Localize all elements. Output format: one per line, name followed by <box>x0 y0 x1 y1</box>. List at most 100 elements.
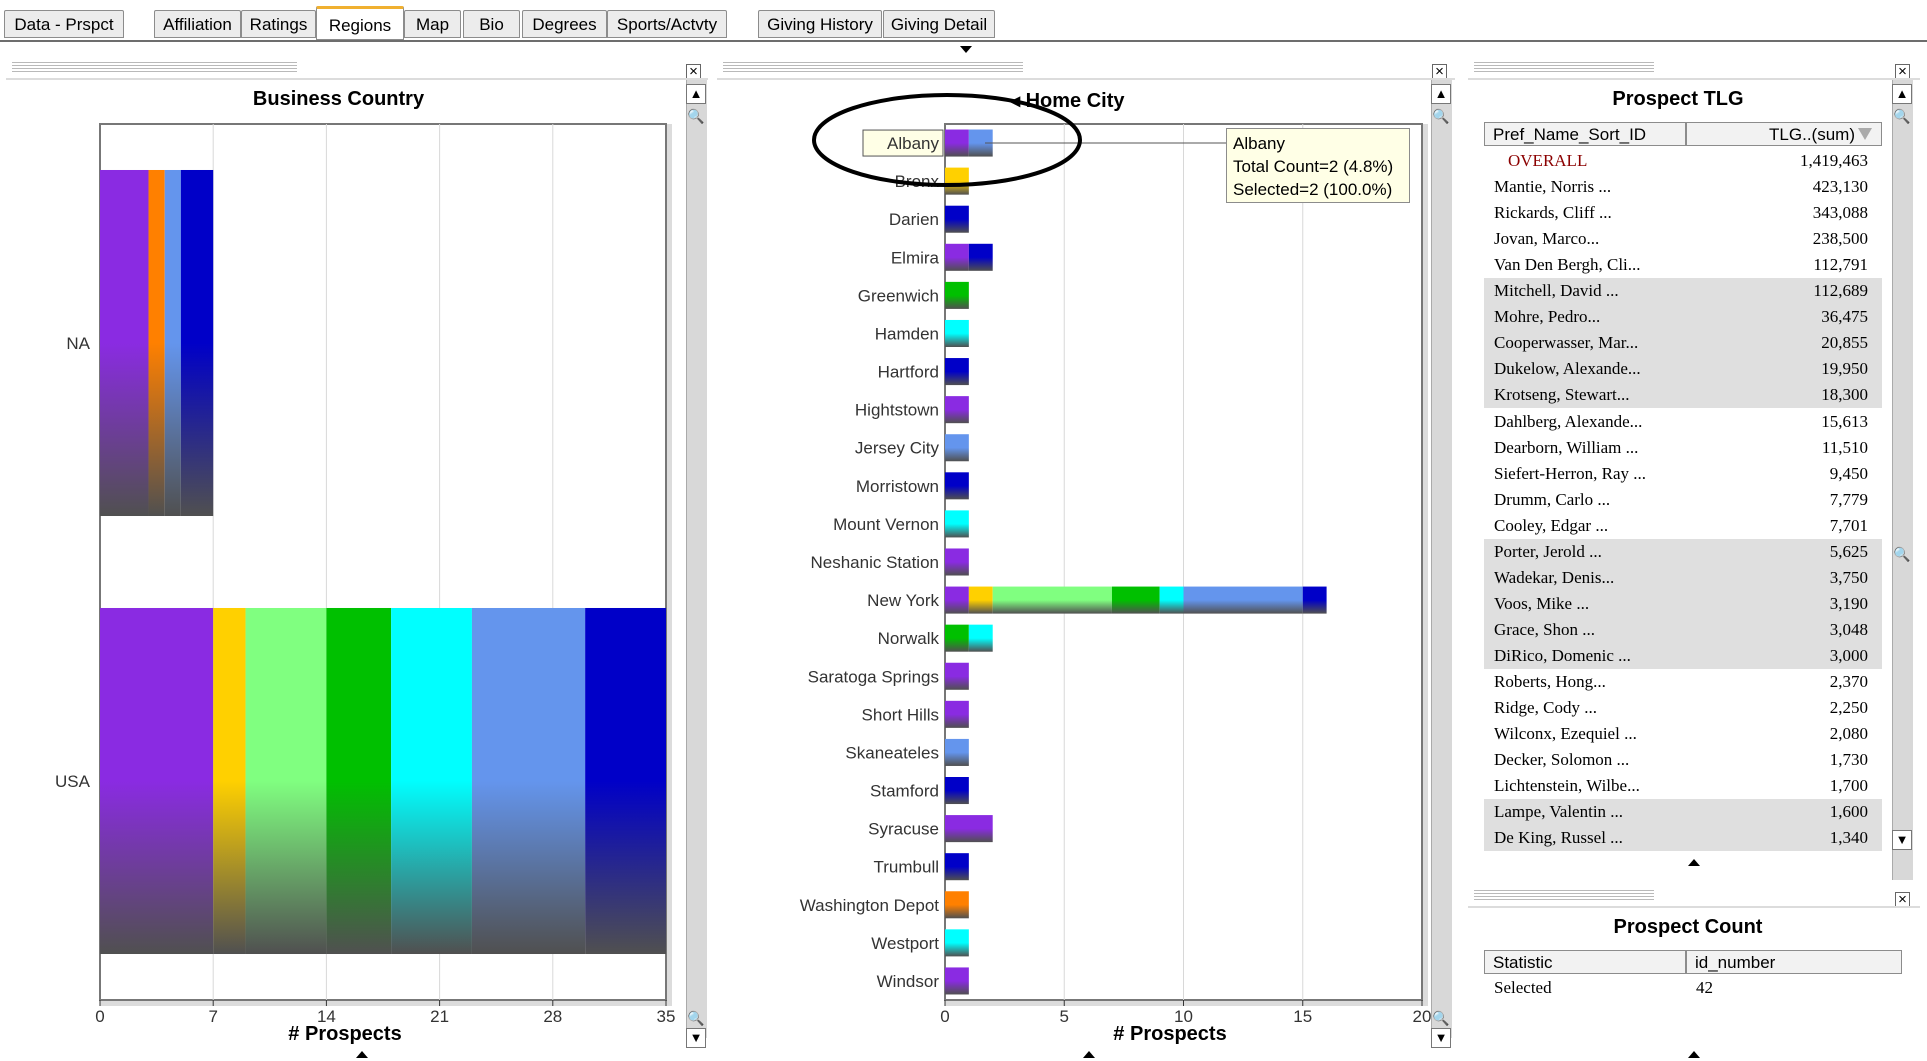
bar-segment[interactable] <box>945 129 969 157</box>
close-icon[interactable]: × <box>1895 892 1910 907</box>
zoom-icon[interactable]: 🔍 <box>1432 108 1450 124</box>
bar-segment[interactable] <box>945 472 969 500</box>
table-row[interactable]: Drumm, Carlo ... 7,779 <box>1484 487 1882 513</box>
sort-desc-icon[interactable] <box>1858 128 1872 140</box>
bar-segment[interactable] <box>945 167 969 195</box>
tab-degrees[interactable]: Degrees <box>522 10 607 38</box>
bar-segment[interactable] <box>968 243 993 271</box>
table-row[interactable]: Lampe, Valentin ... 1,600 <box>1484 799 1882 826</box>
bar-segment[interactable] <box>213 607 246 955</box>
resize-handle-icon[interactable] <box>1688 859 1700 866</box>
panel-drag-handle[interactable] <box>1474 890 1654 900</box>
bar-segment[interactable] <box>992 586 1112 614</box>
table-row[interactable]: Dearborn, William ... 11,510 <box>1484 435 1882 461</box>
bar-segment[interactable] <box>1111 586 1160 614</box>
table-row[interactable]: Krotseng, Stewart... 18,300 <box>1484 382 1882 409</box>
panel-drag-handle[interactable] <box>1474 62 1654 72</box>
resize-handle-icon[interactable] <box>1688 1051 1700 1058</box>
bar-segment[interactable] <box>945 319 969 347</box>
table-row[interactable]: Mohre, Pedro... 36,475 <box>1484 304 1882 331</box>
zoom-icon[interactable]: 🔍 <box>1432 1010 1450 1026</box>
scroll-up-button[interactable]: ▲ <box>1431 84 1451 104</box>
scroll-up-button[interactable]: ▲ <box>1892 84 1912 104</box>
zoom-icon[interactable]: 🔍 <box>687 108 705 124</box>
table-row[interactable]: DiRico, Domenic ... 3,000 <box>1484 642 1882 669</box>
bar-segment[interactable] <box>326 607 392 955</box>
bar-segment[interactable] <box>100 169 149 517</box>
table-row[interactable]: Dukelow, Alexande... 19,950 <box>1484 356 1882 383</box>
table-row[interactable]: Rickards, Cliff ... 343,088 <box>1484 200 1882 226</box>
table-row[interactable]: Dahlberg, Alexande... 15,613 <box>1484 409 1882 435</box>
bar-segment[interactable] <box>245 607 327 955</box>
table-row[interactable]: De King, Russel ... 1,340 <box>1484 825 1882 852</box>
bar-segment[interactable] <box>945 891 969 919</box>
close-icon[interactable]: × <box>686 64 701 79</box>
column-header-tlg-sum[interactable]: TLG..(sum) <box>1686 122 1882 146</box>
bar-segment[interactable] <box>471 607 586 955</box>
column-header-name[interactable]: Pref_Name_Sort_ID <box>1484 122 1686 146</box>
table-row[interactable]: Cooperwasser, Mar... 20,855 <box>1484 330 1882 357</box>
column-header-id-number[interactable]: id_number <box>1686 950 1902 974</box>
table-row[interactable]: Mitchell, David ... 112,689 <box>1484 278 1882 305</box>
bar-segment[interactable] <box>945 624 969 652</box>
bar-segment[interactable] <box>945 738 969 766</box>
tab-giving-history[interactable]: Giving History <box>758 10 882 38</box>
table-row[interactable]: Van Den Bergh, Cli... 112,791 <box>1484 252 1882 278</box>
bar-segment[interactable] <box>968 129 993 157</box>
tab-bio[interactable]: Bio <box>463 10 520 38</box>
table-row[interactable]: Wadekar, Denis... 3,750 <box>1484 564 1882 591</box>
table-row[interactable]: Siefert-Herron, Ray ... 9,450 <box>1484 461 1882 487</box>
bar-segment[interactable] <box>968 586 993 614</box>
bar-segment[interactable] <box>1302 586 1327 614</box>
bar-segment[interactable] <box>945 243 969 271</box>
table-row[interactable]: Voos, Mike ... 3,190 <box>1484 590 1882 617</box>
overall-row[interactable]: OVERALL 1,419,463 <box>1484 148 1882 174</box>
tab-giving-detail[interactable]: Giving Detail <box>883 10 995 38</box>
resize-handle-icon[interactable] <box>356 1051 368 1058</box>
tab-regions[interactable]: Regions <box>316 6 404 40</box>
bar-segment[interactable] <box>945 358 969 386</box>
bar-segment[interactable] <box>148 169 165 517</box>
bar-segment[interactable] <box>945 929 969 957</box>
zoom-icon[interactable]: 🔍 <box>1893 546 1911 562</box>
bar-segment[interactable] <box>164 169 181 517</box>
bar-segment[interactable] <box>391 607 472 955</box>
bar-segment[interactable] <box>968 624 993 652</box>
bar-segment[interactable] <box>945 967 969 995</box>
bar-segment[interactable] <box>945 853 969 881</box>
table-row[interactable]: Cooley, Edgar ... 7,701 <box>1484 513 1882 539</box>
scroll-down-button[interactable]: ▼ <box>1892 830 1912 850</box>
tab-map[interactable]: Map <box>404 10 461 38</box>
bar-segment[interactable] <box>945 548 969 576</box>
tab-data-prspct[interactable]: Data - Prspct <box>4 10 124 38</box>
tab-sports-actvty[interactable]: Sports/Actvty <box>607 10 727 38</box>
table-row[interactable]: Jovan, Marco... 238,500 <box>1484 226 1882 252</box>
table-row[interactable]: Grace, Shon ... 3,048 <box>1484 616 1882 643</box>
bar-segment[interactable] <box>1183 586 1303 614</box>
table-row[interactable]: Wilconx, Ezequiel ... 2,080 <box>1484 721 1882 747</box>
vertical-scrollbar[interactable] <box>1892 80 1913 880</box>
zoom-icon[interactable]: 🔍 <box>1893 108 1911 124</box>
vertical-scrollbar[interactable] <box>686 80 707 1038</box>
bar-segment[interactable] <box>945 700 969 728</box>
bar-segment[interactable] <box>945 815 993 843</box>
scroll-up-button[interactable]: ▲ <box>686 84 706 104</box>
panel-drag-handle[interactable] <box>723 62 1023 72</box>
table-row[interactable]: Mantie, Norris ... 423,130 <box>1484 174 1882 200</box>
bar-segment[interactable] <box>180 169 214 517</box>
tab-affiliation[interactable]: Affiliation <box>154 10 241 38</box>
tab-ratings[interactable]: Ratings <box>241 10 316 38</box>
scroll-down-button[interactable]: ▼ <box>1431 1028 1451 1048</box>
bar-segment[interactable] <box>585 607 666 955</box>
column-header-statistic[interactable]: Statistic <box>1484 950 1686 974</box>
bar-segment[interactable] <box>945 396 969 424</box>
bar-segment[interactable] <box>945 510 969 538</box>
resize-handle-icon[interactable] <box>1083 1051 1095 1058</box>
bar-segment[interactable] <box>100 607 214 955</box>
tab-bar-collapse-icon[interactable] <box>960 46 972 53</box>
bar-segment[interactable] <box>1159 586 1184 614</box>
bar-segment[interactable] <box>945 205 969 233</box>
panel-drag-handle[interactable] <box>12 62 297 72</box>
vertical-scrollbar[interactable] <box>1431 80 1452 1038</box>
table-row[interactable]: Roberts, Hong... 2,370 <box>1484 669 1882 695</box>
